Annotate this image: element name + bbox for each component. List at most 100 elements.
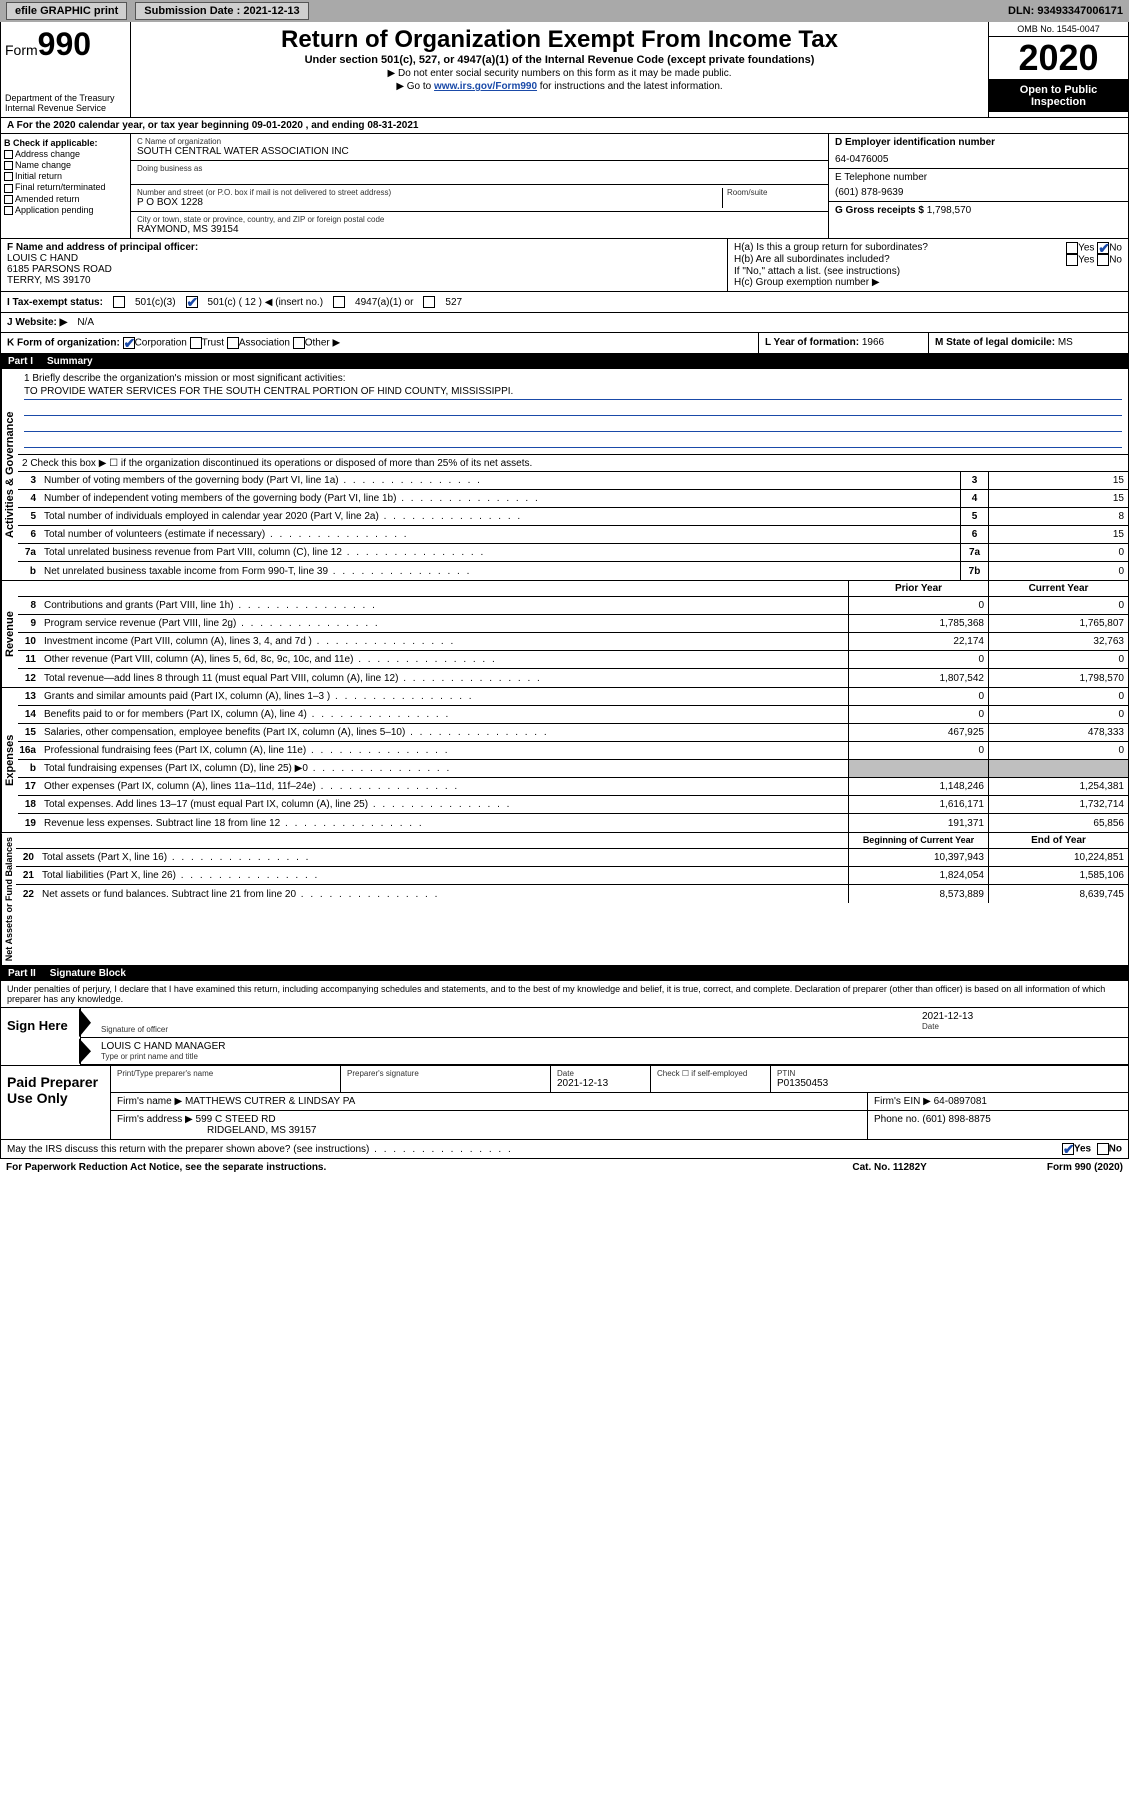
- ln-num: 19: [18, 818, 40, 829]
- ln-num: 21: [16, 870, 38, 881]
- hb-yes[interactable]: [1066, 254, 1078, 266]
- line-row: 18 Total expenses. Add lines 13–17 (must…: [18, 796, 1128, 814]
- ln-val: 15: [988, 526, 1128, 543]
- chk-name-change[interactable]: [4, 161, 13, 170]
- line-row: 7a Total unrelated business revenue from…: [18, 544, 1128, 562]
- fh-row: F Name and address of principal officer:…: [0, 239, 1129, 292]
- ln-prior: 1,807,542: [848, 669, 988, 687]
- ha-yes[interactable]: [1066, 242, 1078, 254]
- ln-current: 1,585,106: [988, 867, 1128, 884]
- prep-h2: Preparer's signature: [347, 1069, 544, 1078]
- footer-left: For Paperwork Reduction Act Notice, see …: [6, 1162, 326, 1173]
- ln-text: Total number of individuals employed in …: [40, 509, 960, 524]
- chk-501c[interactable]: [186, 296, 198, 308]
- signer-name: LOUIS C HAND MANAGER: [101, 1041, 1122, 1052]
- row-klm: K Form of organization: Corporation Trus…: [0, 333, 1129, 354]
- ln-num: 12: [18, 673, 40, 684]
- ln-text: Net unrelated business taxable income fr…: [40, 564, 960, 579]
- ha-no[interactable]: [1097, 242, 1109, 254]
- discuss-yes[interactable]: [1062, 1143, 1074, 1155]
- line-row: 4 Number of independent voting members o…: [18, 490, 1128, 508]
- submission-date-button[interactable]: Submission Date : 2021-12-13: [135, 2, 308, 20]
- i-label: I Tax-exempt status:: [7, 297, 103, 308]
- vlabel-gov: Activities & Governance: [1, 369, 18, 580]
- date-label: Date: [922, 1022, 1122, 1031]
- line-row: 17 Other expenses (Part IX, column (A), …: [18, 778, 1128, 796]
- ln-current: [988, 760, 1128, 777]
- sign-here-label: Sign Here: [1, 1008, 81, 1065]
- chk-initial-return[interactable]: [4, 172, 13, 181]
- ln-current: 1,732,714: [988, 796, 1128, 813]
- prep-h5: PTIN: [777, 1069, 1122, 1078]
- chk-address-change[interactable]: [4, 150, 13, 159]
- summary-rev: Revenue Prior Year Current Year 8 Contri…: [0, 581, 1129, 688]
- discuss-yes-lbl: Yes: [1074, 1144, 1091, 1155]
- ln-num: 18: [18, 799, 40, 810]
- chk-trust[interactable]: [190, 337, 202, 349]
- part2-header: Part II Signature Block: [0, 966, 1129, 981]
- k-label: K Form of organization:: [7, 338, 120, 349]
- ln-current: 0: [988, 597, 1128, 614]
- ln-num: 14: [18, 709, 40, 720]
- ln-text: Professional fundraising fees (Part IX, …: [40, 743, 848, 758]
- hb-no[interactable]: [1097, 254, 1109, 266]
- discuss-no[interactable]: [1097, 1143, 1109, 1155]
- ln-current: 8,639,745: [988, 885, 1128, 903]
- chk-amended[interactable]: [4, 195, 13, 204]
- k-o4: Other ▶: [305, 338, 340, 349]
- yes-lbl2: Yes: [1078, 255, 1094, 266]
- part1-header: Part I Summary: [0, 354, 1129, 369]
- chk-527[interactable]: [423, 296, 435, 308]
- q1-line4: [24, 434, 1122, 448]
- summary-exp: Expenses 13 Grants and similar amounts p…: [0, 688, 1129, 833]
- vlabel-net: Net Assets or Fund Balances: [1, 833, 16, 965]
- firm-addr2: RIDGELAND, MS 39157: [207, 1125, 317, 1136]
- firm-phone: (601) 898-8875: [922, 1114, 990, 1125]
- opt-pending: Application pending: [15, 205, 94, 215]
- opt-final: Final return/terminated: [15, 182, 106, 192]
- chk-final-return[interactable]: [4, 184, 13, 193]
- ln-current: 1,798,570: [988, 669, 1128, 687]
- yes-lbl: Yes: [1078, 243, 1094, 254]
- efile-button[interactable]: efile GRAPHIC print: [6, 2, 127, 20]
- ln-prior: 0: [848, 597, 988, 614]
- hc-label: H(c) Group exemption number ▶: [734, 277, 1122, 288]
- chk-pending[interactable]: [4, 206, 13, 215]
- perjury-text: Under penalties of perjury, I declare th…: [0, 981, 1129, 1008]
- sign-block: Sign Here Signature of officer 2021-12-1…: [0, 1008, 1129, 1066]
- chk-4947[interactable]: [333, 296, 345, 308]
- i-o3: 4947(a)(1) or: [355, 297, 413, 308]
- chk-assoc[interactable]: [227, 337, 239, 349]
- ln-current: 0: [988, 742, 1128, 759]
- chk-corp[interactable]: [123, 337, 135, 349]
- irs-link[interactable]: www.irs.gov/Form990: [434, 81, 537, 92]
- discuss-row: May the IRS discuss this return with the…: [0, 1140, 1129, 1159]
- ln-current: 65,856: [988, 814, 1128, 832]
- note2-post: for instructions and the latest informat…: [537, 81, 723, 92]
- col-current: Current Year: [988, 581, 1128, 596]
- ln-text: Investment income (Part VIII, column (A)…: [40, 634, 848, 649]
- ptin: P01350453: [777, 1078, 1122, 1089]
- chk-501c3[interactable]: [113, 296, 125, 308]
- q1-text: TO PROVIDE WATER SERVICES FOR THE SOUTH …: [24, 386, 1122, 400]
- firm-phone-label: Phone no.: [874, 1114, 920, 1125]
- dept-treasury: Department of the Treasury: [5, 93, 126, 103]
- line-row: 15 Salaries, other compensation, employe…: [18, 724, 1128, 742]
- addr-label: Number and street (or P.O. box if mail i…: [137, 188, 722, 197]
- org-name: SOUTH CENTRAL WATER ASSOCIATION INC: [137, 146, 822, 157]
- discuss-q: May the IRS discuss this return with the…: [7, 1144, 513, 1155]
- line-row: 14 Benefits paid to or for members (Part…: [18, 706, 1128, 724]
- chk-other[interactable]: [293, 337, 305, 349]
- line-row: 22 Net assets or fund balances. Subtract…: [16, 885, 1128, 903]
- box-c: C Name of organization SOUTH CENTRAL WAT…: [131, 134, 828, 238]
- row-j: J Website: ▶ N/A: [0, 313, 1129, 333]
- ln-text: Other revenue (Part VIII, column (A), li…: [40, 652, 848, 667]
- line-row: b Total fundraising expenses (Part IX, c…: [18, 760, 1128, 778]
- header: Form990 Department of the Treasury Inter…: [0, 22, 1129, 118]
- header-left: Form990 Department of the Treasury Inter…: [1, 22, 131, 117]
- k-o1: Corporation: [135, 338, 187, 349]
- rev-col-head: Prior Year Current Year: [18, 581, 1128, 597]
- org-city: RAYMOND, MS 39154: [137, 224, 822, 235]
- line-row: 20 Total assets (Part X, line 16) 10,397…: [16, 849, 1128, 867]
- line-row: 3 Number of voting members of the govern…: [18, 472, 1128, 490]
